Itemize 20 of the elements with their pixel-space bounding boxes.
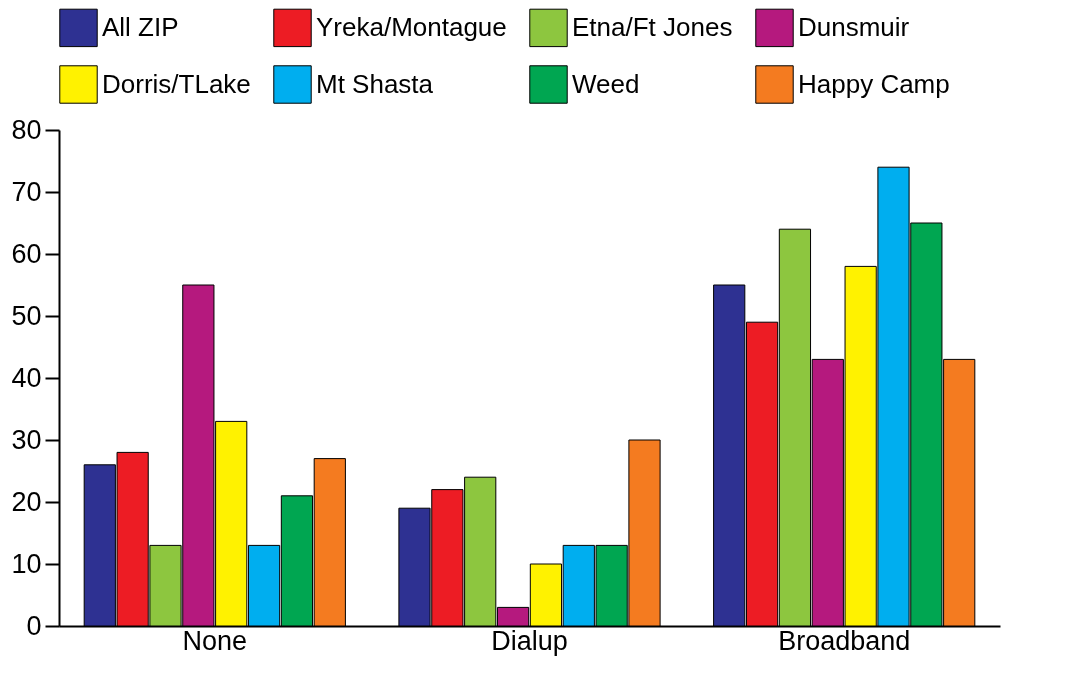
y-tick-label: 60 <box>11 238 42 269</box>
legend-label: Mt Shasta <box>316 68 434 99</box>
y-tick-label: 40 <box>11 362 42 393</box>
y-tick-label: 0 <box>26 610 42 641</box>
x-tick-label: Broadband <box>778 625 911 656</box>
y-tick-label: 30 <box>11 424 42 455</box>
legend-label: Dorris/TLake <box>102 68 251 99</box>
y-tick-label: 50 <box>11 300 42 331</box>
y-tick-label: 20 <box>11 486 42 517</box>
x-tick-label: None <box>182 625 248 656</box>
x-tick-label: Dialup <box>491 625 568 656</box>
y-tick-label: 10 <box>11 548 42 579</box>
legend-label: Weed <box>572 68 640 99</box>
legend-label: Yreka/Montague <box>316 11 507 42</box>
legend-label: Happy Camp <box>798 68 950 99</box>
y-tick-label: 80 <box>11 114 42 145</box>
legend-label: Dunsmuir <box>798 11 910 42</box>
legend-label: Etna/Ft Jones <box>572 11 733 42</box>
legend-label: All ZIP <box>102 11 179 42</box>
y-tick-label: 70 <box>11 176 42 207</box>
